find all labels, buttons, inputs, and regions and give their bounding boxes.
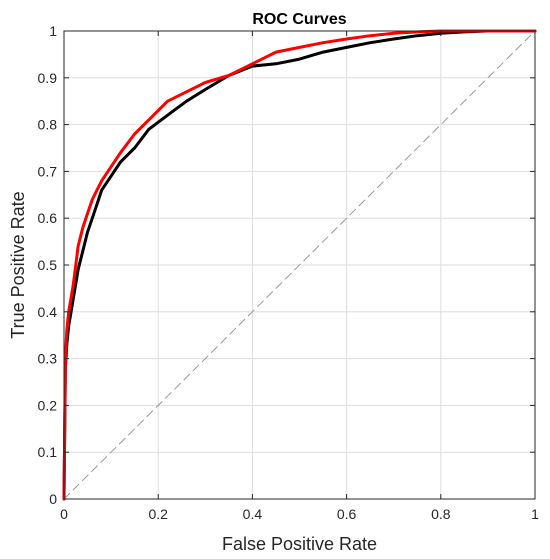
roc-curve-red	[62, 29, 537, 501]
x-tick-label: 0.6	[337, 506, 357, 522]
series-layer	[62, 29, 537, 501]
x-tick-label: 0.8	[431, 506, 451, 522]
x-axis-title: False Positive Rate	[222, 534, 377, 554]
y-tick-label: 0.4	[38, 304, 58, 320]
reference-diagonal-line	[63, 30, 536, 500]
roc-curve-black	[62, 29, 537, 501]
ticks: 0 0.2 0.4 0.6 0.8 1 0 0.1 0.2 0.3 0.4 0.5 0.6 0.7 0.8 0…	[38, 23, 540, 522]
y-tick-label: 0.7	[38, 163, 58, 179]
y-tick-label: 0.6	[38, 210, 58, 226]
y-tick-label: 0.2	[38, 397, 58, 413]
y-tick-label: 0	[49, 491, 57, 507]
y-tick-label: 1	[49, 23, 57, 39]
x-tick-label: 0.2	[148, 506, 168, 522]
x-tick-label: 1	[531, 506, 539, 522]
x-tick-label: 0.4	[243, 506, 263, 522]
y-tick-label: 0.3	[38, 351, 58, 367]
y-tick-label: 0.1	[38, 444, 58, 460]
chart-title: ROC Curves	[252, 11, 346, 28]
y-tick-label: 0.9	[38, 70, 58, 86]
x-tick-label: 0	[60, 506, 68, 522]
y-tick-label: 0.5	[38, 257, 58, 273]
y-axis-title: True Positive Rate	[8, 191, 28, 338]
y-tick-label: 0.8	[38, 117, 58, 133]
